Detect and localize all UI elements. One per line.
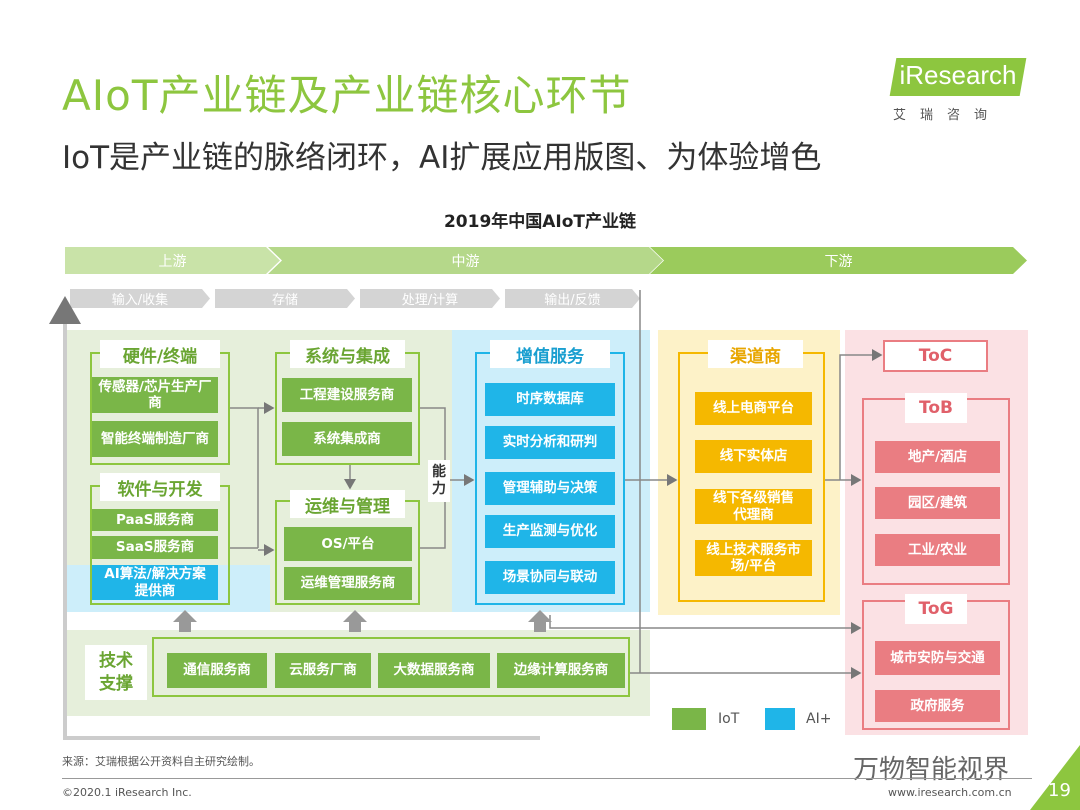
tech-item: 边缘计算服务商: [497, 653, 625, 688]
ops-item: OS/平台: [284, 527, 412, 561]
system-item: 系统集成商: [282, 422, 412, 456]
system-item: 工程建设服务商: [282, 378, 412, 412]
tob-item: 园区/建筑: [875, 487, 1000, 519]
value-added-item: 生产监测与优化: [485, 515, 615, 548]
ops-header: 运维与管理: [290, 490, 405, 518]
channel-header: 渠道商: [708, 340, 803, 368]
tech-header: 技术支撑: [85, 645, 147, 700]
software-item: PaaS服务商: [92, 509, 218, 531]
tech-group: [152, 637, 630, 697]
source-note: 来源：艾瑞根据公开资料自主研究绘制。: [62, 755, 260, 768]
hardware-item: 智能终端制造厂商: [92, 421, 218, 457]
tech-item: 通信服务商: [167, 653, 267, 688]
tob-header: ToB: [905, 393, 967, 423]
step-output: 输出/反馈: [505, 289, 640, 308]
legend-ai-label: AI+: [806, 711, 832, 727]
legend-iot-label: IoT: [718, 711, 740, 727]
step-compute: 处理/计算: [360, 289, 500, 308]
tob-item: 工业/农业: [875, 534, 1000, 566]
legend-iot-swatch: [672, 708, 706, 730]
software-item: SaaS服务商: [92, 536, 218, 559]
tech-item: 大数据服务商: [378, 653, 490, 688]
hardware-header: 硬件/终端: [100, 340, 220, 368]
tog-item: 政府服务: [875, 690, 1000, 722]
ops-item: 运维管理服务商: [284, 567, 412, 600]
system-header: 系统与集成: [290, 340, 405, 368]
step-input: 输入/收集: [70, 289, 210, 308]
channel-item: 线下各级销售代理商: [695, 489, 812, 524]
value-added-item: 场景协同与联动: [485, 561, 615, 594]
tog-header: ToG: [905, 594, 967, 624]
page-subtitle: IoT是产业链的脉络闭环，AI扩展应用版图、为体验增色: [62, 140, 822, 176]
software-header: 软件与开发: [100, 473, 220, 501]
tob-item: 地产/酒店: [875, 441, 1000, 473]
channel-item: 线上电商平台: [695, 392, 812, 425]
logo: iResearch: [899, 60, 1017, 90]
legend-ai-swatch: [765, 708, 795, 730]
value-added-header: 增值服务: [490, 340, 610, 368]
diagram-title: 2019年中国AIoT产业链: [443, 212, 637, 232]
capability-label: 能力: [428, 460, 450, 502]
channel-item: 线下实体店: [695, 440, 812, 473]
tog-item: 城市安防与交通: [875, 641, 1000, 675]
page-number: 19: [1048, 780, 1071, 801]
tech-item: 云服务厂商: [275, 653, 371, 688]
software-item-ai: AI算法/解决方案提供商: [92, 565, 218, 600]
channel-item: 线上技术服务市场/平台: [695, 540, 812, 576]
footer-divider: [62, 778, 1032, 779]
page-title: AIoT产业链及产业链核心环节: [62, 71, 632, 120]
hardware-item: 传感器/芯片生产厂商: [92, 377, 218, 413]
toc-box: ToC: [883, 340, 988, 372]
stage-downstream: 下游: [650, 247, 1027, 274]
stage-upstream: 上游: [65, 247, 280, 274]
value-added-item: 管理辅助与决策: [485, 472, 615, 505]
logo-chinese: 艾瑞咨询: [893, 108, 1002, 123]
value-added-item: 实时分析和研判: [485, 426, 615, 459]
step-storage: 存储: [215, 289, 355, 308]
watermark: 万物智能视界: [853, 755, 1010, 785]
website-url: www.iresearch.com.cn: [888, 786, 1012, 799]
value-added-item: 时序数据库: [485, 383, 615, 416]
copyright: ©2020.1 iResearch Inc.: [62, 786, 192, 799]
stage-midstream: 中游: [268, 247, 663, 274]
